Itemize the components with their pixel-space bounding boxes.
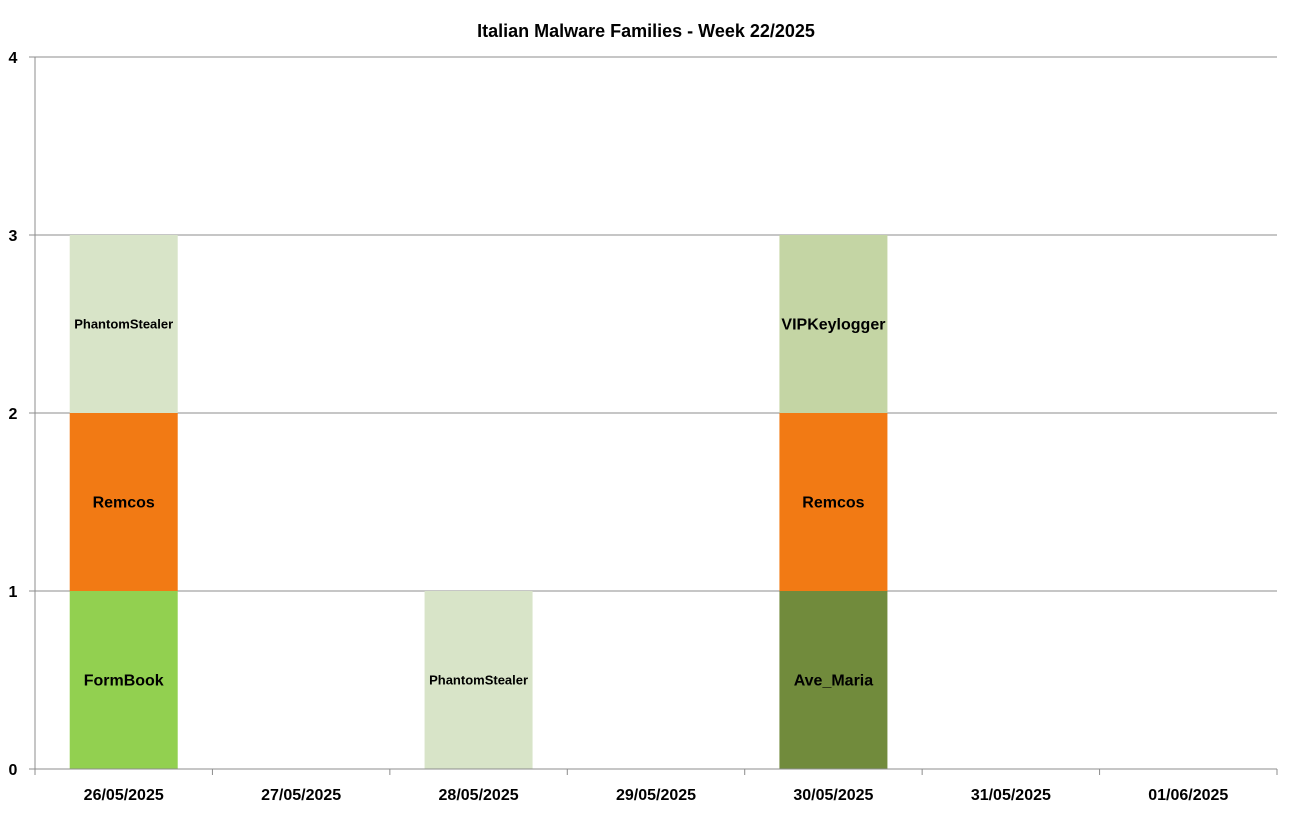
bar-segment bbox=[69, 591, 178, 769]
gridlines bbox=[35, 56, 1277, 592]
y-tick-label: 0 bbox=[9, 762, 18, 779]
y-tick-label: 2 bbox=[9, 406, 18, 423]
bar-segment-label: PhantomStealer bbox=[74, 317, 173, 332]
bar-segment-label: Remcos bbox=[802, 495, 864, 512]
bar-segment-label: Remcos bbox=[93, 495, 155, 512]
y-tick-label: 3 bbox=[9, 228, 18, 245]
bar-segment bbox=[424, 591, 533, 769]
bar-segment bbox=[779, 235, 888, 413]
x-tick-label: 30/05/2025 bbox=[793, 787, 873, 804]
bar-segment bbox=[69, 235, 178, 413]
bar-segment-label: Ave_Maria bbox=[794, 673, 874, 690]
bar-segment-label: VIPKeylogger bbox=[781, 317, 885, 334]
bar-segment bbox=[69, 413, 178, 591]
x-tick-label: 01/06/2025 bbox=[1148, 787, 1228, 804]
bar-segment-label: FormBook bbox=[84, 673, 164, 690]
x-tick-label: 27/05/2025 bbox=[261, 787, 341, 804]
bars bbox=[69, 235, 888, 769]
bar-segment-label: PhantomStealer bbox=[429, 673, 528, 688]
bar-segment bbox=[779, 591, 888, 769]
chart-title: Italian Malware Families - Week 22/2025 bbox=[477, 21, 815, 41]
axes bbox=[29, 56, 1278, 775]
x-tick-label: 26/05/2025 bbox=[84, 787, 164, 804]
y-tick-label: 1 bbox=[9, 584, 18, 601]
x-tick-label: 31/05/2025 bbox=[971, 787, 1051, 804]
y-tick-label: 4 bbox=[9, 50, 18, 67]
bar-segment bbox=[779, 413, 888, 591]
tick-labels: 0 1 2 3 4 FormBook Remcos PhantomStealer Phantom… bbox=[9, 50, 1229, 804]
x-tick-label: 28/05/2025 bbox=[439, 787, 519, 804]
x-tick-label: 29/05/2025 bbox=[616, 787, 696, 804]
